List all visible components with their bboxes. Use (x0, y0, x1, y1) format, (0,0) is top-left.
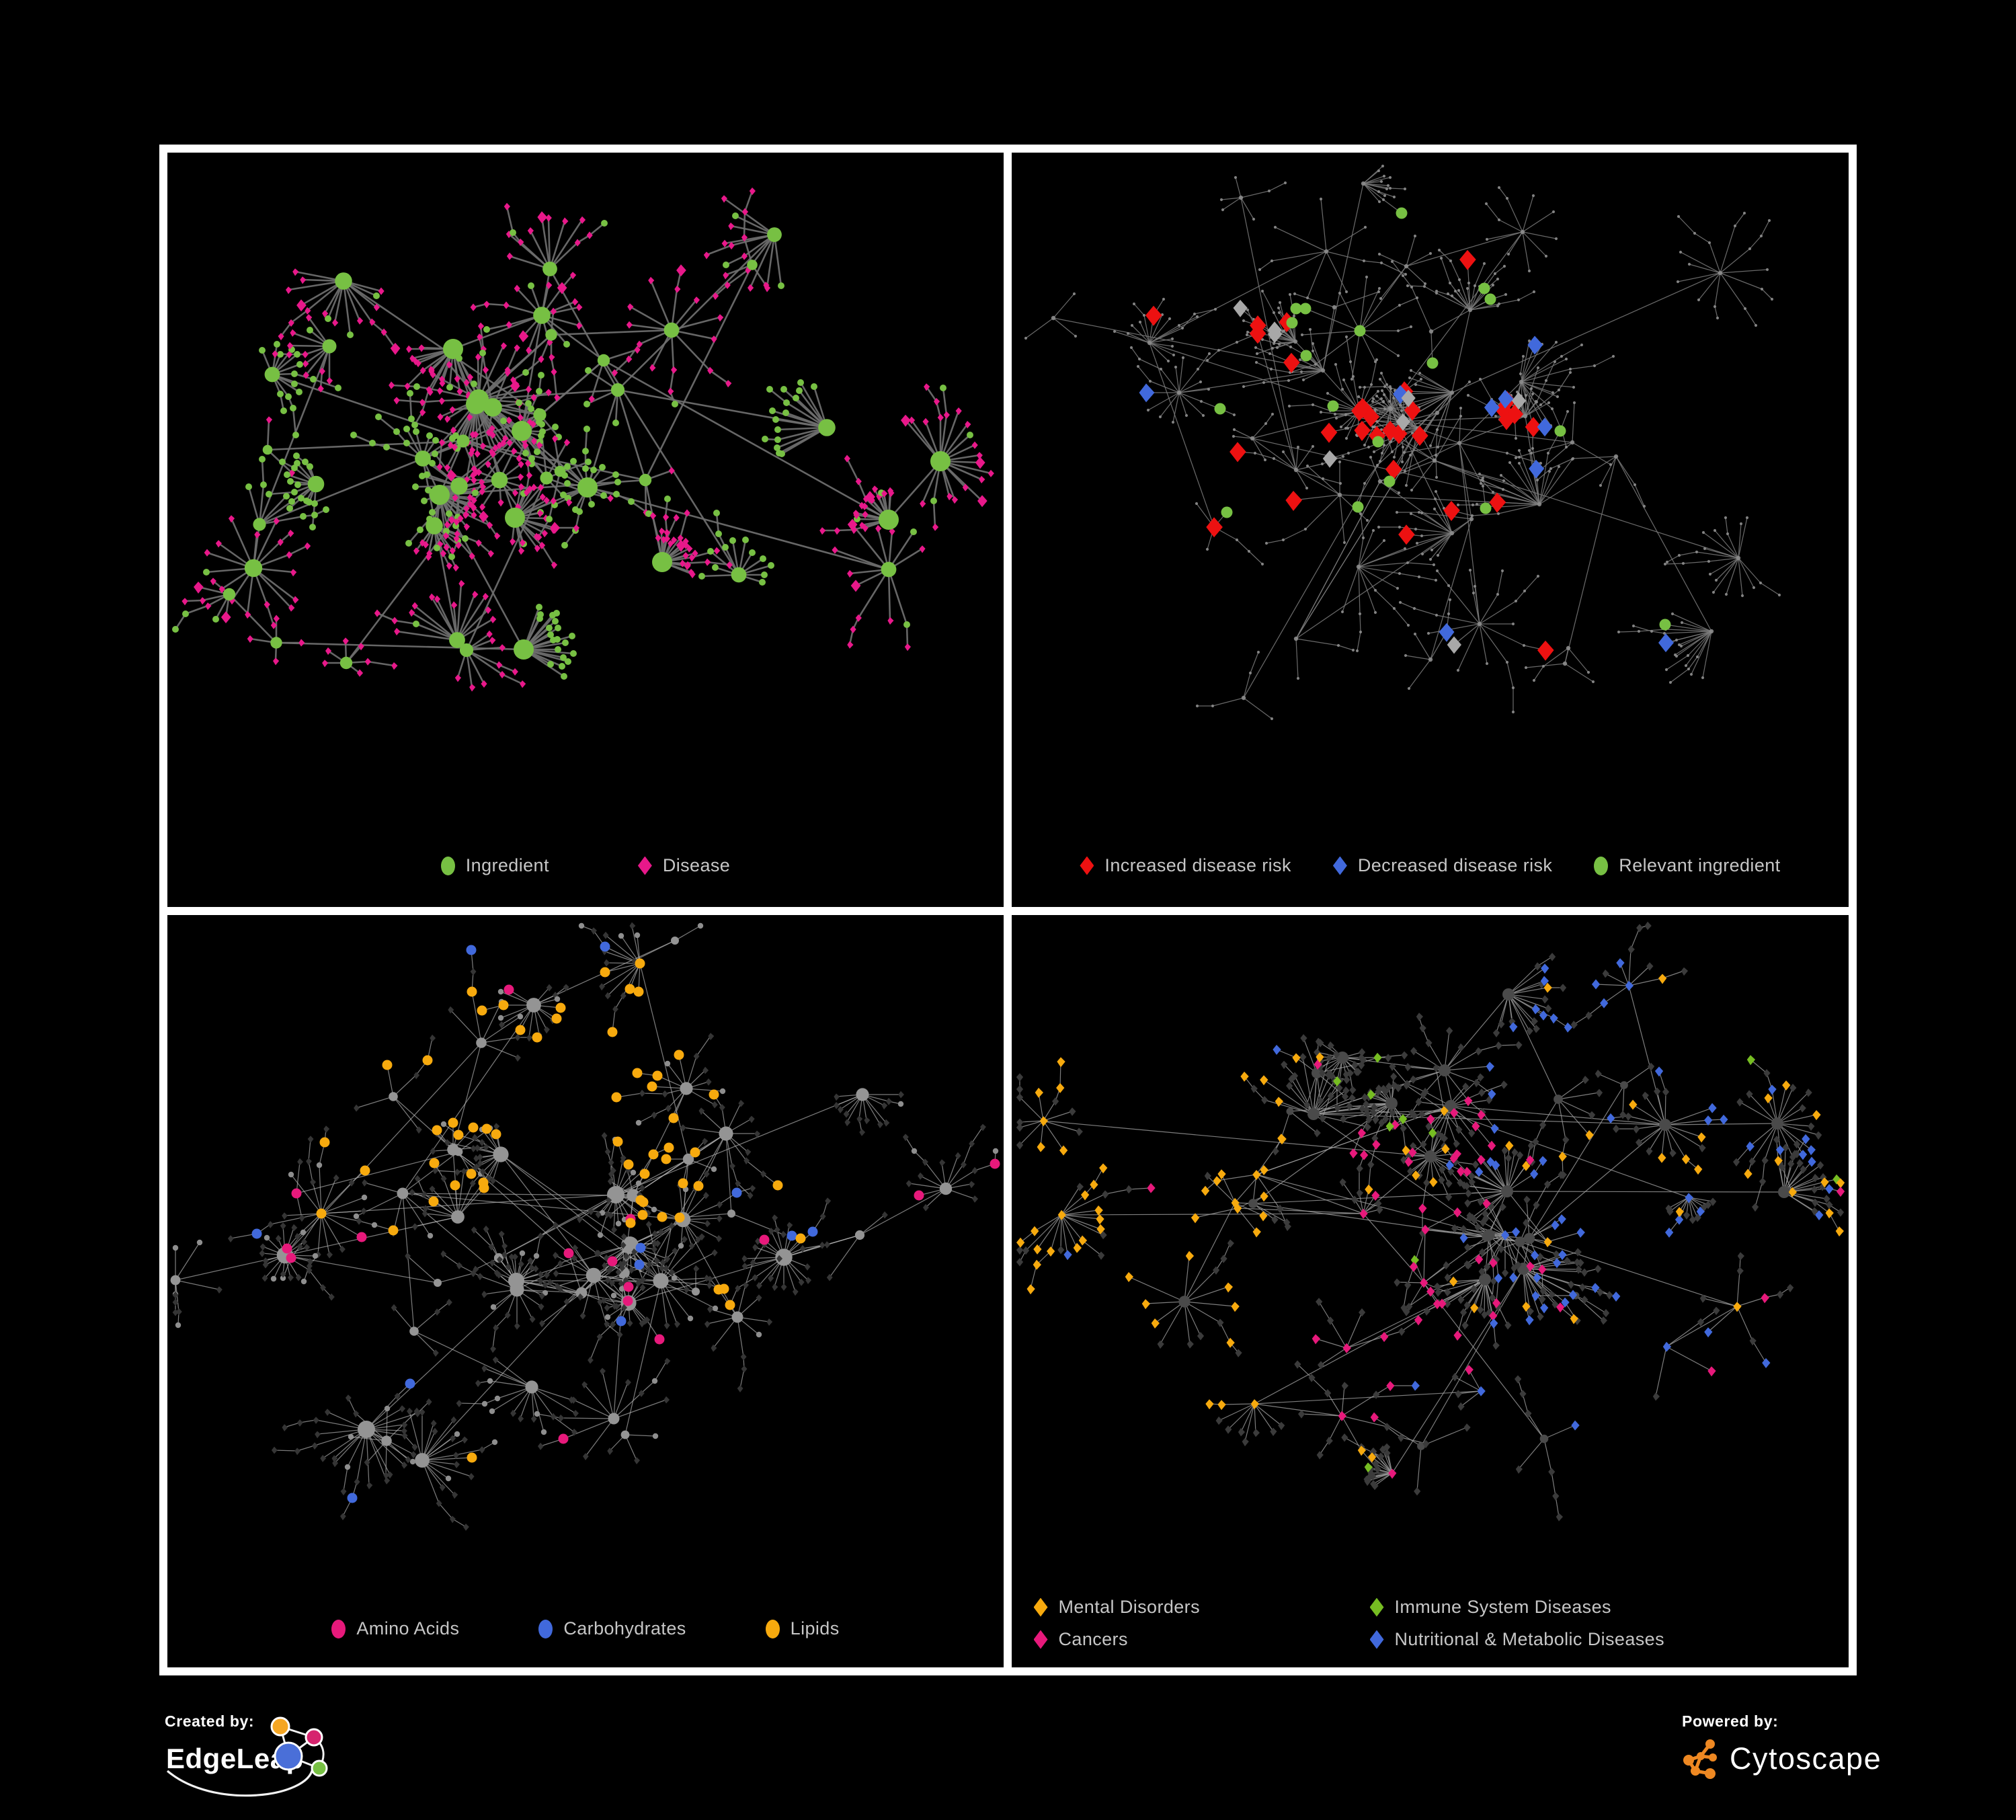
edgeleap-network-icon (270, 1716, 328, 1777)
created-by-block: Created by: EdgeLeap (165, 1712, 514, 1820)
legend-item-carbohydrates: Carbohydrates (538, 1618, 686, 1639)
legend-item-relevant-ingredient: Relevant ingredient (1594, 855, 1780, 876)
legend-item-amino-acids: Amino Acids (331, 1618, 459, 1639)
network-graph-nutrient-classes (170, 922, 1000, 1531)
edgeleap-logo: EdgeLeap (165, 1716, 339, 1810)
panel-disease-classes: Mental Disorders Immune System Diseases … (1004, 907, 1857, 1675)
legend-label: Increased disease risk (1104, 855, 1291, 875)
legend-label: Immune System Diseases (1394, 1597, 1611, 1617)
legend-item-nutritional-metabolic-diseases: Nutritional & Metabolic Diseases (1369, 1629, 1827, 1650)
lipids-circle-icon (765, 1619, 780, 1638)
amino-acids-circle-icon (331, 1619, 346, 1638)
network-graph-disease-classes (1016, 921, 1845, 1521)
legend-label: Cancers (1058, 1629, 1128, 1649)
disease-diamond-icon (637, 856, 652, 875)
legend-ingredient-disease: Ingredient Disease (167, 855, 1004, 876)
panel-nutrient-classes: Amino Acids Carbohydrates Lipids (159, 907, 1012, 1675)
legend-label: Decreased disease risk (1357, 855, 1553, 875)
cytoscape-network-icon (1683, 1739, 1717, 1779)
legend-item-disease: Disease (637, 855, 731, 876)
legend-item-ingredient: Ingredient (440, 855, 549, 876)
legend-label: Disease (662, 855, 731, 875)
legend-label: Nutritional & Metabolic Diseases (1394, 1629, 1664, 1649)
network-graph-disease-risk (1024, 164, 1781, 721)
legend-item-lipids: Lipids (765, 1618, 840, 1639)
increased-risk-diamond-icon (1080, 856, 1094, 875)
legend-item-mental-disorders: Mental Disorders (1033, 1597, 1370, 1618)
legend-nutrient-classes: Amino Acids Carbohydrates Lipids (167, 1618, 1004, 1639)
legend-disease-risk: Increased disease risk Decreased disease… (1012, 855, 1849, 876)
legend-label: Lipids (790, 1618, 840, 1638)
legend-label: Ingredient (465, 855, 549, 875)
legend-disease-classes: Mental Disorders Immune System Diseases … (1012, 1597, 1849, 1650)
relevant-ingredient-circle-icon (1594, 856, 1609, 875)
edgeleap-swoosh-icon (166, 1768, 314, 1797)
decreased-risk-diamond-icon (1332, 856, 1347, 875)
created-by-label: Created by: (165, 1712, 255, 1730)
legend-item-decreased-risk: Decreased disease risk (1332, 855, 1553, 876)
powered-by-block: Powered by: Cytoscape (1682, 1712, 1991, 1807)
powered-by-label: Powered by: (1682, 1712, 1779, 1730)
cytoscape-logo: Cytoscape (1682, 1737, 1991, 1780)
legend-item-cancers: Cancers (1033, 1629, 1370, 1650)
legend-label: Carbohydrates (563, 1618, 686, 1638)
cytoscape-wordmark: Cytoscape (1730, 1741, 1882, 1776)
cancers-diamond-icon (1033, 1630, 1048, 1649)
carbohydrates-circle-icon (538, 1619, 553, 1638)
ingredient-circle-icon (440, 856, 455, 875)
immune-diseases-diamond-icon (1369, 1597, 1384, 1617)
network-graph-ingredient-disease (172, 187, 994, 692)
nutritional-metabolic-diamond-icon (1369, 1630, 1384, 1649)
legend-label: Relevant ingredient (1619, 855, 1781, 875)
panel-disease-risk: Increased disease risk Decreased disease… (1004, 145, 1857, 915)
legend-label: Mental Disorders (1058, 1597, 1200, 1617)
mental-disorders-diamond-icon (1033, 1597, 1048, 1617)
panel-ingredient-disease: Ingredient Disease (159, 145, 1012, 915)
legend-item-increased-risk: Increased disease risk (1080, 855, 1291, 876)
legend-item-immune-system-diseases: Immune System Diseases (1369, 1597, 1827, 1618)
legend-label: Amino Acids (356, 1618, 460, 1638)
